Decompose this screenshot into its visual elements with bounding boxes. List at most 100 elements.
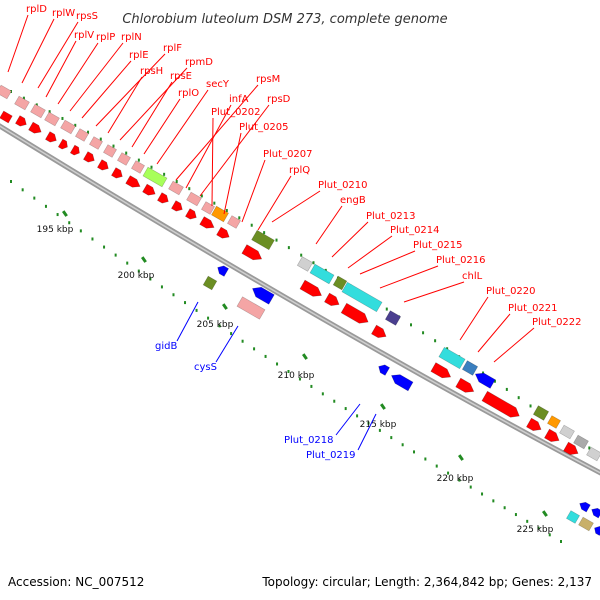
inner-tick-mark: [435, 464, 438, 468]
gene-label-forward: rplO: [178, 88, 199, 99]
gene-label-forward: Plut_0221: [508, 303, 558, 314]
gene-leader-line: [211, 117, 214, 207]
gene-label-forward: secY: [206, 79, 230, 90]
cog-box-lightgray: [559, 424, 575, 440]
outer-tick-mark: [99, 137, 102, 141]
inner-tick-mark: [68, 221, 71, 225]
outer-tick-mark: [48, 110, 51, 114]
gene-label-forward: rplN: [121, 32, 142, 43]
major-tick-mark: [457, 454, 464, 461]
gene-label-forward: rplW: [52, 8, 75, 19]
forward-cds-arrow: [371, 324, 387, 338]
inner-tick-mark: [492, 499, 495, 503]
inner-tick-mark: [321, 392, 324, 396]
forward-cds-arrow: [142, 183, 156, 196]
gene-leader-line: [69, 42, 124, 112]
gene-label-forward: rplD: [26, 4, 47, 15]
major-tick-mark: [302, 353, 308, 360]
gene-leader-line: [175, 84, 259, 181]
outer-tick-mark: [482, 371, 485, 375]
gene-leader-line: [176, 301, 199, 342]
cog-box-ribosomal: [30, 103, 46, 119]
major-tick-mark: [221, 303, 228, 310]
gene-leader-line: [131, 81, 173, 148]
forward-cds-arrow: [45, 131, 57, 143]
gene-leader-line: [359, 250, 416, 275]
gene-leader-line: [271, 190, 321, 223]
gene-label-reverse: Plut_0218: [284, 435, 334, 446]
gene-leader-line: [315, 205, 343, 245]
tick-label: 225 kbp: [517, 525, 554, 535]
outer-tick-mark: [287, 246, 290, 250]
map-title: Chlorobium luteolum DSM 273, complete ge…: [122, 12, 447, 27]
gene-label-forward: rpsS: [76, 11, 98, 22]
forward-cds-block: [0, 110, 13, 124]
gene-label-forward: rplE: [129, 50, 149, 61]
gene-label-forward: Plut_0202: [211, 107, 261, 118]
gene-label-forward: rplQ: [289, 165, 310, 176]
inner-tick-mark: [195, 308, 198, 312]
tick-label: 210 kbp: [278, 371, 315, 381]
inner-tick-mark: [344, 407, 347, 411]
inner-tick-mark: [253, 347, 256, 351]
reverse-cds-arrow: [252, 286, 275, 305]
inner-tick-mark: [458, 478, 461, 482]
gene-leader-line: [21, 18, 55, 84]
forward-cds-arrow: [526, 417, 542, 431]
reverse-cds-arrow: [591, 507, 600, 519]
gene-label-forward: Plut_0213: [366, 211, 416, 222]
forward-cds-arrow: [185, 208, 197, 220]
gene-label-forward: rpsM: [256, 74, 280, 85]
outer-tick-mark: [324, 268, 327, 272]
forward-cds-arrow: [430, 362, 452, 379]
gene-leader-line: [215, 325, 239, 363]
forward-cds-arrow: [57, 138, 68, 150]
reverse-cds-arrow: [217, 265, 229, 277]
gene-leader-line: [257, 175, 292, 231]
gene-leader-line: [95, 53, 166, 127]
inner-tick-mark: [218, 324, 221, 328]
cog-box-ribosomal: [236, 296, 266, 320]
major-tick-mark: [542, 510, 548, 517]
gene-leader-line: [37, 21, 79, 89]
major-tick-mark: [141, 256, 147, 263]
forward-cds-arrow: [15, 115, 27, 127]
gene-label-forward: rplF: [163, 43, 182, 54]
gene-label-reverse: Plut_0219: [306, 450, 356, 461]
cog-box-translation: [142, 166, 168, 188]
forward-cds-arrow: [111, 167, 123, 179]
gene-leader-line: [45, 40, 77, 98]
inner-tick-mark: [126, 261, 129, 265]
cog-box-ribosomal: [168, 180, 184, 196]
inner-tick-mark: [367, 421, 370, 425]
forward-cds-arrow: [199, 216, 215, 229]
forward-cds-arrow: [171, 200, 183, 212]
inner-tick-mark: [137, 269, 140, 273]
inner-tick-mark: [333, 399, 336, 403]
inner-tick-mark: [184, 301, 187, 305]
cog-box-ribosomal: [227, 215, 241, 229]
inner-tick-mark: [390, 436, 393, 440]
outer-tick-mark: [125, 151, 128, 155]
forward-cds-arrow: [28, 121, 42, 134]
gene-label-forward: Plut_0210: [318, 180, 368, 191]
forward-cds-arrow: [299, 279, 322, 297]
gene-leader-line: [459, 296, 489, 341]
inner-tick-mark: [526, 519, 529, 523]
outer-tick-mark: [225, 208, 228, 212]
inner-tick-mark: [356, 414, 359, 418]
cog-box-tan: [578, 516, 594, 532]
inner-tick-mark: [172, 293, 175, 297]
outer-tick-mark: [505, 387, 508, 391]
gene-label-forward: Plut_0222: [532, 317, 582, 328]
gene-leader-line: [403, 281, 465, 303]
reverse-cds-arrow: [594, 526, 600, 536]
outer-tick-mark: [250, 223, 253, 227]
outer-tick-mark: [385, 307, 388, 311]
outer-tick-mark: [163, 172, 166, 176]
outer-tick-mark: [35, 103, 38, 107]
gene-label-forward: rpmD: [185, 57, 213, 68]
outer-tick-mark: [263, 231, 266, 235]
forward-cds-arrow: [97, 159, 109, 171]
cog-box-orange: [211, 205, 229, 223]
